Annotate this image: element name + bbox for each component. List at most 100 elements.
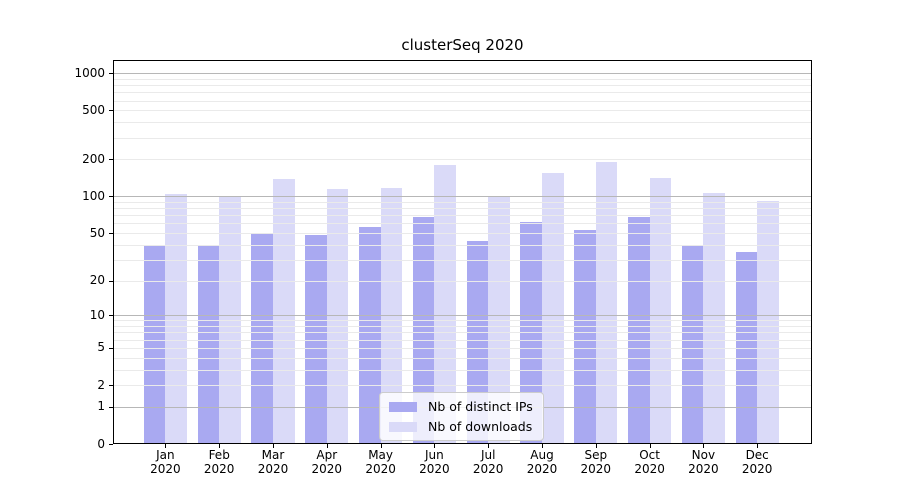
gridline-minor <box>113 357 812 359</box>
x-tick-mark <box>488 444 490 448</box>
x-tick-mark <box>595 444 597 448</box>
x-tick-year: 2020 <box>634 461 665 476</box>
x-tick-label: Jan 2020 <box>133 448 197 476</box>
y-tick-mark <box>109 280 113 282</box>
gridline-minor <box>113 339 812 341</box>
bar-distinct-ips <box>574 229 596 444</box>
x-tick-month: Jan <box>156 448 175 462</box>
x-axis: Jan 2020 Feb 2020 Mar 2020 Apr 2020 May 2020 Jun 20… <box>113 448 812 489</box>
x-tick-mark <box>219 444 221 448</box>
bar-downloads <box>542 173 564 444</box>
legend-row-downloads: Nb of downloads <box>389 419 533 434</box>
x-tick-month: Apr <box>316 448 338 462</box>
x-tick-mark <box>273 444 274 448</box>
x-tick-year: 2020 <box>741 461 773 476</box>
gridline-minor <box>113 137 812 139</box>
gridline-minor <box>113 215 812 217</box>
y-tick-label: 10 <box>89 307 105 322</box>
x-tick-month: Jul <box>480 448 496 462</box>
bar-downloads <box>326 189 349 444</box>
legend: Nb of distinct IPs Nb of downloads <box>379 392 544 441</box>
gridline-minor <box>113 326 812 328</box>
x-tick-label: Jun 2020 <box>402 448 466 476</box>
x-tick-mark <box>649 444 651 448</box>
x-tick-mark <box>703 444 705 448</box>
x-tick-mark <box>380 444 382 448</box>
gridline-minor <box>113 159 812 161</box>
bar-downloads <box>595 162 618 444</box>
y-tick-label: 1 <box>97 399 105 414</box>
y-tick-label: 0 <box>97 436 105 451</box>
x-tick-year: 2020 <box>526 461 558 476</box>
y-tick-mark <box>109 110 113 112</box>
x-tick-label: Mar 2020 <box>241 448 305 476</box>
y-tick-mark <box>109 406 113 408</box>
y-tick-label: 50 <box>89 225 105 240</box>
y-tick-mark <box>109 73 113 75</box>
x-tick-year: 2020 <box>472 461 504 476</box>
x-tick-year: 2020 <box>311 461 343 476</box>
gridline-minor <box>113 332 812 334</box>
legend-row-distinct-ips: Nb of distinct IPs <box>389 399 533 414</box>
x-tick-month: Jun <box>425 448 444 462</box>
bar-distinct-ips <box>143 244 166 444</box>
y-tick-label: 100 <box>82 188 105 203</box>
bar-distinct-ips <box>627 216 650 444</box>
x-tick-label: Aug 2020 <box>510 448 574 476</box>
gridline-major <box>113 196 812 198</box>
gridline-minor <box>113 100 812 102</box>
legend-swatch-distinct-ips <box>389 401 417 412</box>
bar-downloads <box>488 195 510 444</box>
bar-downloads <box>273 179 295 444</box>
gridline-minor <box>113 320 812 322</box>
y-tick-mark <box>109 444 113 445</box>
gridline-minor <box>113 244 812 246</box>
x-tick-year: 2020 <box>580 461 612 476</box>
legend-swatch-downloads <box>389 421 417 432</box>
gridline-major <box>113 73 812 75</box>
gridline-minor <box>113 385 812 386</box>
x-tick-year: 2020 <box>365 461 396 476</box>
bar-distinct-ips <box>197 246 220 444</box>
gridline-minor <box>113 78 812 80</box>
gridline-minor <box>113 259 812 261</box>
bar-downloads <box>434 165 457 444</box>
x-tick-mark <box>542 444 543 448</box>
x-tick-label: Apr 2020 <box>295 448 359 476</box>
gridline-minor <box>113 223 812 225</box>
y-axis: 0 1 2 5 10 20 50 100 200 500 1000 <box>0 60 105 451</box>
y-tick-mark <box>109 385 113 386</box>
gridline-minor <box>113 122 812 124</box>
x-tick-month: Sep <box>584 448 608 462</box>
x-tick-mark <box>165 444 167 448</box>
gridline-minor <box>113 92 812 94</box>
x-tick-month: Nov <box>691 448 716 462</box>
bar-downloads <box>219 196 241 444</box>
chart-title: clusterSeq 2020 <box>401 36 524 54</box>
y-tick-label: 200 <box>82 151 105 166</box>
x-tick-year: 2020 <box>419 461 450 476</box>
y-tick-mark <box>109 347 113 349</box>
x-tick-mark <box>326 444 328 448</box>
bar-distinct-ips <box>305 235 327 444</box>
x-tick-label: May 2020 <box>349 448 413 476</box>
x-tick-mark <box>757 444 759 448</box>
plot-area <box>113 60 812 444</box>
y-tick-label: 20 <box>89 273 105 288</box>
y-tick-label: 500 <box>82 102 105 117</box>
gridline-minor <box>113 201 812 203</box>
gridline-minor <box>113 280 812 282</box>
bar-distinct-ips <box>681 244 704 444</box>
x-tick-month: Dec <box>745 448 769 462</box>
x-tick-year: 2020 <box>257 461 289 476</box>
y-tick-label: 2 <box>97 377 105 392</box>
gridline-minor <box>113 85 812 87</box>
x-tick-mark <box>434 444 436 448</box>
x-tick-label: Feb 2020 <box>187 448 251 476</box>
bar-downloads <box>165 194 188 444</box>
bar-distinct-ips <box>412 216 435 444</box>
gridline-minor <box>113 369 812 371</box>
y-tick-label: 1000 <box>74 65 105 80</box>
x-tick-month: Feb <box>208 448 230 462</box>
x-tick-month: Mar <box>261 448 285 462</box>
